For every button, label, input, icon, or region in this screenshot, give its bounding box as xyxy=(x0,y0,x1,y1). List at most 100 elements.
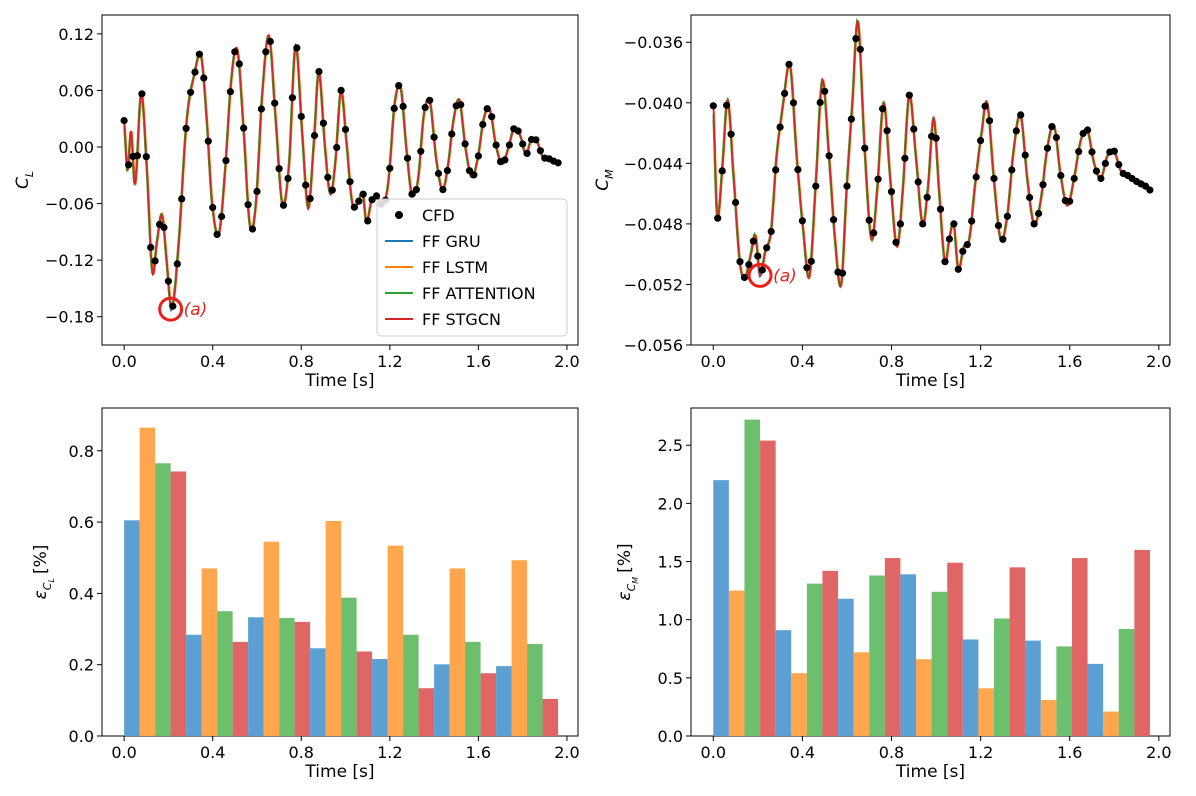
x-tick-label: 0.0 xyxy=(111,352,136,371)
cfd-point xyxy=(825,152,833,160)
cfd-point xyxy=(133,152,141,160)
x-tick-label: 0.8 xyxy=(879,352,904,371)
cfd-point xyxy=(248,225,257,233)
y-label-subsubscript: L xyxy=(47,578,56,582)
y-tick-label: −0.18 xyxy=(45,308,94,327)
cfd-point xyxy=(328,186,336,194)
bar-ff-gru xyxy=(496,666,512,736)
y-tick-label: 2.0 xyxy=(658,494,683,513)
bar-ff-attention xyxy=(217,611,233,736)
series-line-ff-stgcn xyxy=(712,20,1152,288)
cfd-point xyxy=(981,102,989,110)
bar-ff-lstm xyxy=(791,673,807,736)
y-tick-label: −0.036 xyxy=(624,33,683,52)
bar-ff-gru xyxy=(900,574,917,736)
bar-ff-stgcn xyxy=(884,558,901,736)
cfd-point xyxy=(474,152,482,160)
cfd-point xyxy=(355,197,363,205)
cfd-point xyxy=(218,212,226,221)
cfd-point xyxy=(461,140,469,148)
y-label-symbol: C xyxy=(13,177,33,189)
x-tick-label: 1.6 xyxy=(466,352,491,371)
cfd-point xyxy=(776,123,784,131)
y-tick-label: 0.0 xyxy=(69,727,94,746)
cfd-point xyxy=(297,112,305,121)
cfd-point xyxy=(536,147,545,155)
cfd-point xyxy=(125,161,133,169)
cfd-point xyxy=(293,44,301,52)
cfd-point xyxy=(257,105,265,113)
series-line-ff-attention xyxy=(712,17,1152,288)
bar-ff-lstm xyxy=(511,560,528,736)
bar-ff-attention xyxy=(993,618,1010,736)
cfd-point xyxy=(749,237,758,245)
x-tick-label: 0.8 xyxy=(879,743,904,762)
cfd-point xyxy=(222,157,230,165)
cfd-point xyxy=(910,125,918,133)
y-tick-label: 1.0 xyxy=(658,611,683,630)
cfd-point xyxy=(483,105,491,113)
cfd-point xyxy=(816,98,824,107)
cfd-point xyxy=(1146,186,1154,194)
x-tick-label: 1.2 xyxy=(377,743,402,762)
cfd-point xyxy=(1039,181,1047,189)
bar-ff-stgcn xyxy=(232,641,249,736)
bar-ff-gru xyxy=(775,630,792,736)
cfd-point xyxy=(448,130,456,138)
cfd-point xyxy=(812,182,820,190)
cfd-point xyxy=(346,178,354,186)
cfd-point xyxy=(861,144,869,152)
cfd-point xyxy=(350,203,358,211)
legend-label: FF GRU xyxy=(422,232,481,251)
bar-ff-stgcn xyxy=(760,440,776,736)
cfd-point xyxy=(763,244,771,252)
y-axis-label: CM xyxy=(593,169,616,191)
cfd-point xyxy=(554,159,562,167)
cfd-point xyxy=(151,257,159,265)
bar-ff-attention xyxy=(279,617,295,736)
cfd-point xyxy=(120,117,128,125)
plot-frame xyxy=(690,14,1171,346)
legend-label: CFD xyxy=(422,206,455,225)
cfd-point xyxy=(302,181,310,189)
cfd-point xyxy=(736,258,744,266)
cfd-point xyxy=(821,87,829,95)
cfd-point xyxy=(523,149,531,157)
cfd-point xyxy=(905,91,913,99)
legend-label: FF STGCN xyxy=(422,310,501,329)
cfd-point xyxy=(319,119,327,127)
bar-ff-lstm xyxy=(263,541,280,736)
cfd-point xyxy=(359,190,367,198)
x-axis-label: Time [s] xyxy=(895,762,965,782)
cfd-point xyxy=(896,220,905,228)
cfd-point xyxy=(341,125,350,134)
cfd-point xyxy=(1035,209,1043,218)
cfd-point xyxy=(142,153,150,161)
cfd-point xyxy=(226,88,234,96)
cfd-point xyxy=(941,258,949,266)
cfd-point xyxy=(852,35,860,43)
cfd-point xyxy=(191,68,199,76)
x-tick-label: 0.8 xyxy=(289,743,314,762)
cfd-point xyxy=(426,96,434,104)
bar-ff-stgcn xyxy=(1134,549,1150,736)
cfd-point xyxy=(244,201,252,209)
y-label-subscript: C xyxy=(625,583,638,591)
cfd-point xyxy=(240,124,248,132)
cfd-point xyxy=(879,105,887,113)
bar-ff-attention xyxy=(465,641,481,736)
cfd-point xyxy=(740,273,749,282)
cfd-point xyxy=(399,102,407,110)
legend-box xyxy=(376,198,568,337)
bar-ff-attention xyxy=(403,634,419,736)
bar-ff-lstm xyxy=(201,568,218,736)
bar-ff-attention xyxy=(744,419,761,736)
cfd-point xyxy=(253,187,261,195)
cfd-point xyxy=(204,137,212,145)
cfd-point xyxy=(714,214,722,222)
x-tick-label: 2.0 xyxy=(1146,352,1171,371)
cfd-point xyxy=(874,175,882,183)
cfd-point xyxy=(1043,144,1052,152)
legend: CFD FF GRU FF LSTM FF ATTENTION FF STGCN xyxy=(376,198,568,337)
cfd-point xyxy=(959,247,967,255)
